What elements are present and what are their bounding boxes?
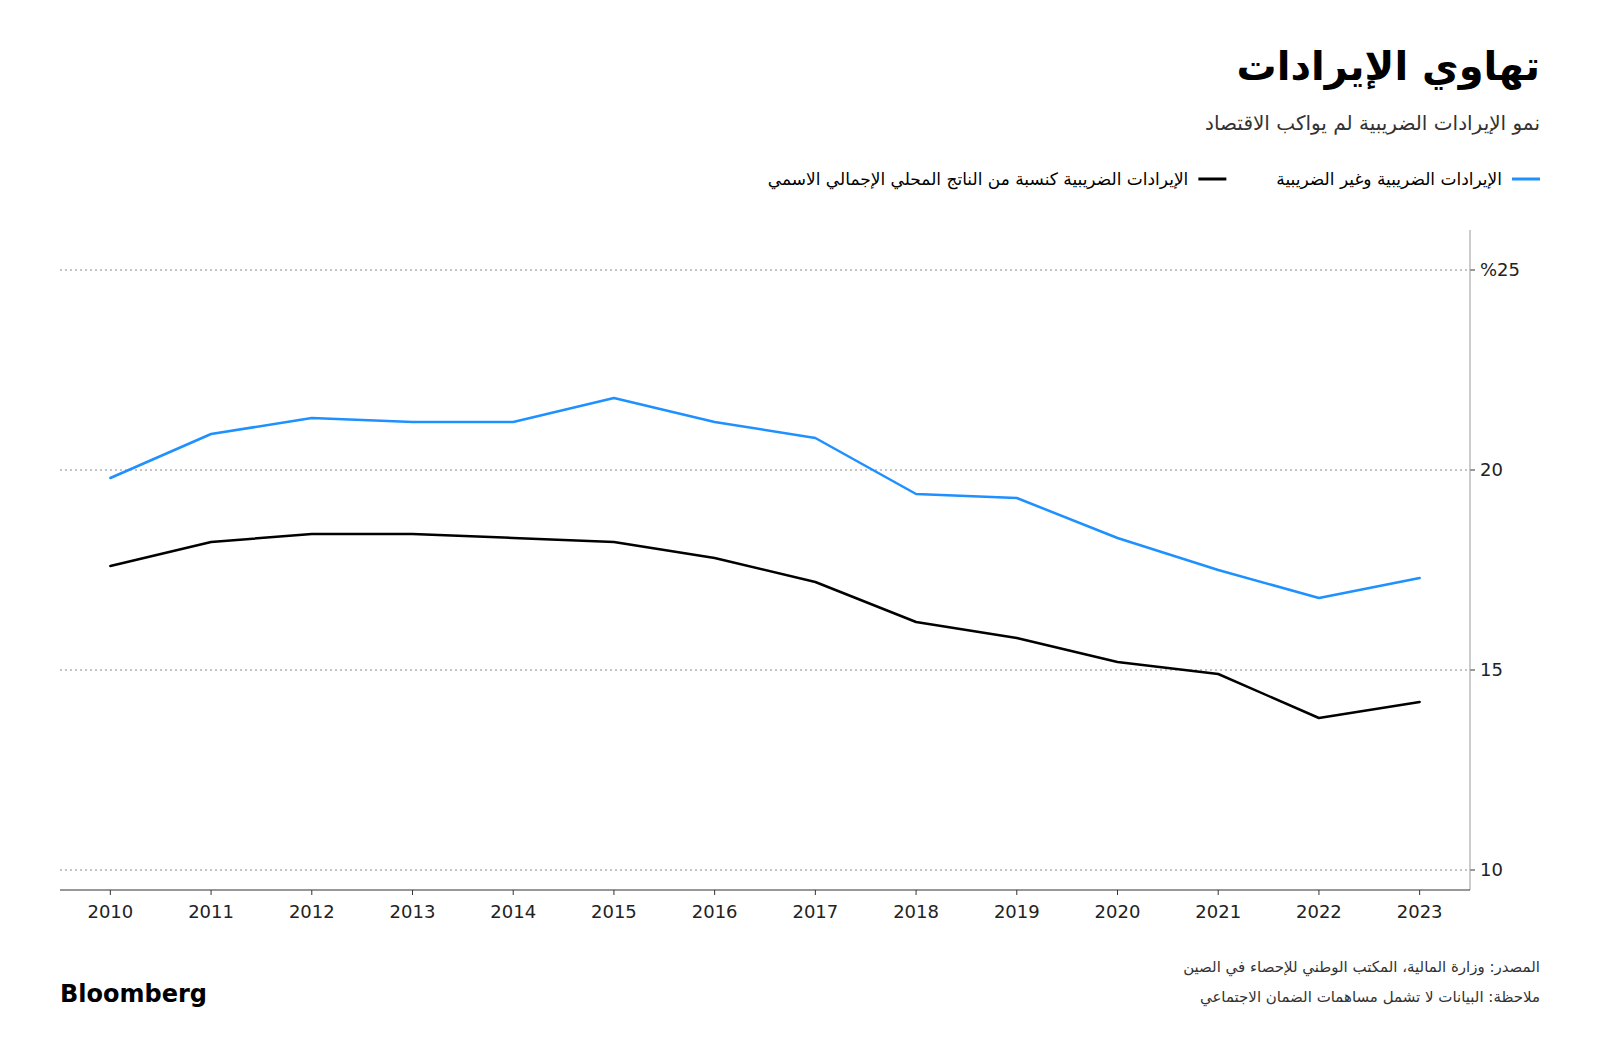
source: المصدر: وزارة المالية، المكتب الوطني للإ…	[1183, 958, 1540, 977]
legend-swatch	[1512, 178, 1540, 181]
x-tick-label: 2023	[1397, 901, 1443, 922]
x-tick-label: 2021	[1195, 901, 1241, 922]
y-ticks: 10 15 20 %25	[1470, 259, 1520, 880]
x-tick-label: 2013	[390, 901, 436, 922]
legend-label: الإيرادات الضريبية وغير الضريبية	[1276, 169, 1502, 189]
note: ملاحظة: البيانات لا تشمل مساهمات الضمان …	[1200, 988, 1540, 1007]
x-axis	[60, 889, 1470, 890]
legend-label: الإيرادات الضريبية كنسبة من الناتج المحل…	[768, 169, 1189, 190]
y-tick-label: %25	[1480, 259, 1520, 280]
x-tick-label: 2019	[994, 901, 1040, 922]
x-tick-label: 2011	[188, 901, 234, 922]
x-tick-label: 2022	[1296, 901, 1342, 922]
y-tick	[1470, 470, 1475, 471]
x-tick	[211, 890, 212, 895]
chart: تهاوي الإيرادات نمو الإيرادات الضريبية لم…	[0, 0, 1600, 1057]
grid-line	[60, 470, 1470, 471]
title: تهاوي الإيرادات	[1237, 43, 1540, 90]
y-tick	[1470, 670, 1475, 671]
x-tick	[1318, 890, 1319, 895]
x-tick	[1218, 890, 1219, 895]
x-tick	[613, 890, 614, 895]
y-tick-label: 10	[1480, 859, 1503, 880]
x-tick-label: 2014	[490, 901, 536, 922]
y-tick	[1470, 270, 1475, 271]
background	[0, 0, 1600, 1057]
x-tick	[1419, 890, 1420, 895]
x-tick	[1016, 890, 1017, 895]
y-tick-label: 20	[1480, 459, 1503, 480]
series-line	[110, 534, 1419, 718]
legend-swatch	[1198, 178, 1226, 181]
x-tick-label: 2017	[792, 901, 838, 922]
x-ticks: 2010 2011 2012 2013 2014 2015 2016 2017 2018 2019…	[87, 890, 1442, 922]
grid	[60, 270, 1470, 870]
logo: Bloomberg	[60, 980, 207, 1008]
x-tick-label: 2012	[289, 901, 335, 922]
x-tick-label: 2020	[1095, 901, 1141, 922]
x-tick	[110, 890, 111, 895]
legend: الإيرادات الضريبية وغير الضريبية الإيرادا…	[768, 169, 1540, 190]
x-tick	[714, 890, 715, 895]
y-tick	[1470, 870, 1475, 871]
grid-line	[60, 670, 1470, 671]
y-axis	[1470, 230, 1471, 890]
subtitle: نمو الإيرادات الضريبية لم يواكب الاقتصاد	[1205, 111, 1540, 135]
grid-line	[60, 870, 1470, 871]
x-tick	[1117, 890, 1118, 895]
x-tick-label: 2018	[893, 901, 939, 922]
lines	[110, 398, 1419, 718]
x-tick	[815, 890, 816, 895]
x-tick	[412, 890, 413, 895]
x-tick-label: 2010	[87, 901, 133, 922]
grid-line	[60, 270, 1470, 271]
x-tick	[916, 890, 917, 895]
x-tick	[311, 890, 312, 895]
series-line	[110, 398, 1419, 598]
x-tick	[513, 890, 514, 895]
y-tick-label: 15	[1480, 659, 1503, 680]
x-tick-label: 2015	[591, 901, 637, 922]
x-tick-label: 2016	[692, 901, 738, 922]
